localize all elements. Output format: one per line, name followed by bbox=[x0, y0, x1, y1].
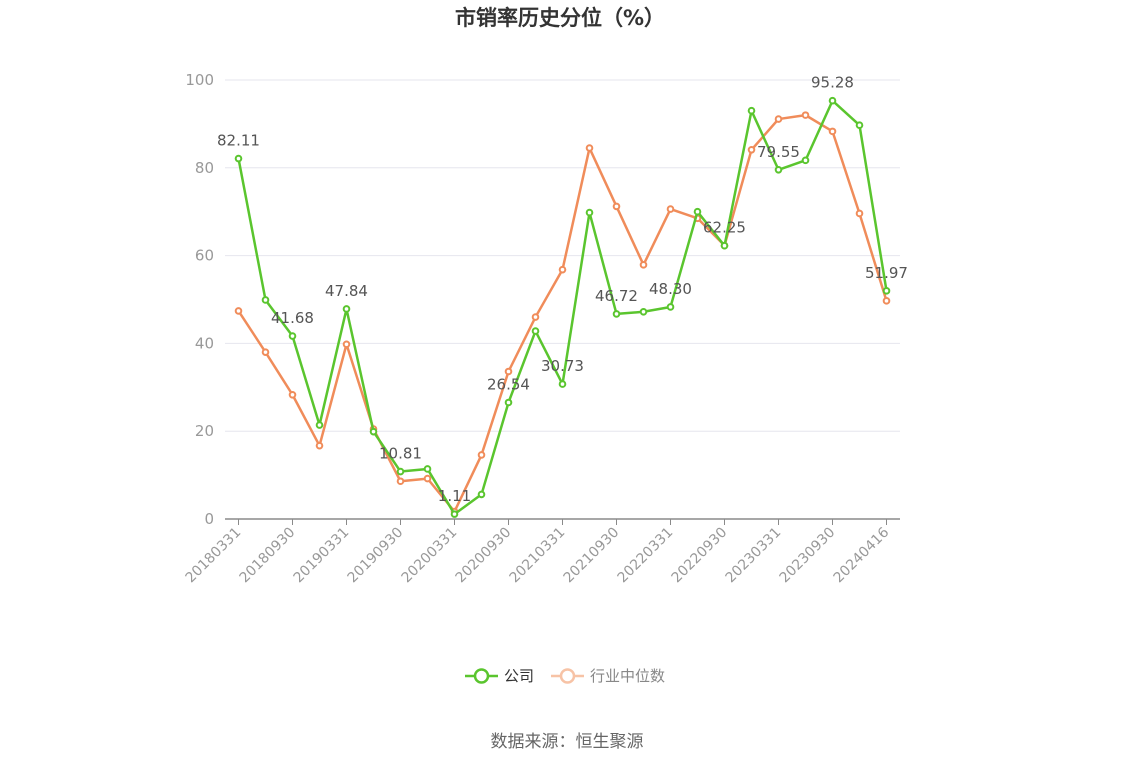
x-tick-label: 20180930 bbox=[237, 525, 299, 587]
y-tick-label: 20 bbox=[195, 422, 214, 440]
y-tick-label: 100 bbox=[185, 71, 214, 89]
y-tick-label: 80 bbox=[195, 159, 214, 177]
legend-label: 行业中位数 bbox=[590, 667, 665, 685]
data-label: 51.97 bbox=[865, 264, 908, 282]
data-point[interactable] bbox=[504, 367, 513, 376]
series-line bbox=[237, 99, 888, 516]
data-point[interactable] bbox=[531, 327, 540, 335]
x-tick-label: 20200930 bbox=[453, 525, 515, 587]
legend-marker bbox=[559, 668, 576, 684]
data-label: 82.11 bbox=[217, 132, 260, 150]
data-point[interactable] bbox=[477, 451, 486, 459]
x-tick-label: 20210331 bbox=[507, 525, 569, 587]
series-line bbox=[237, 113, 888, 513]
x-tick-label: 20220331 bbox=[615, 525, 677, 587]
data-label: 26.54 bbox=[487, 375, 530, 393]
data-point[interactable] bbox=[315, 421, 324, 429]
data-point[interactable] bbox=[774, 165, 783, 174]
data-label: 1.11 bbox=[438, 487, 471, 505]
data-point[interactable] bbox=[234, 154, 243, 163]
y-tick-label: 0 bbox=[204, 510, 214, 528]
data-label: 79.55 bbox=[757, 143, 800, 161]
data-point[interactable] bbox=[315, 441, 324, 450]
x-tick-label: 20200331 bbox=[399, 525, 461, 587]
data-point[interactable] bbox=[288, 332, 297, 340]
data-point[interactable] bbox=[261, 296, 270, 304]
data-point[interactable] bbox=[477, 490, 486, 499]
data-point[interactable] bbox=[612, 202, 621, 211]
data-point[interactable] bbox=[882, 297, 891, 305]
x-tick-label: 20240416 bbox=[831, 524, 893, 586]
legend-item-0[interactable]: 公司 bbox=[465, 667, 534, 685]
data-point[interactable] bbox=[558, 265, 567, 274]
data-point[interactable] bbox=[828, 127, 837, 136]
data-point[interactable] bbox=[396, 477, 405, 486]
data-point[interactable] bbox=[531, 313, 540, 321]
data-point[interactable] bbox=[234, 307, 243, 315]
data-point[interactable] bbox=[882, 287, 891, 295]
x-tick-label: 20190930 bbox=[345, 525, 407, 587]
data-point[interactable] bbox=[504, 398, 513, 407]
data-label: 47.84 bbox=[325, 282, 368, 300]
series-1 bbox=[234, 111, 891, 516]
data-point[interactable] bbox=[450, 510, 459, 518]
series-layer: 82.11 41.68 47.84 10.81 1.11 26.54 30.73 46.72 4… bbox=[217, 74, 908, 518]
data-point[interactable] bbox=[666, 303, 675, 311]
x-tick-label: 20230930 bbox=[777, 525, 839, 587]
data-point[interactable] bbox=[585, 208, 594, 217]
data-label: 10.81 bbox=[379, 445, 422, 463]
data-label: 41.68 bbox=[271, 309, 314, 327]
data-point[interactable] bbox=[774, 115, 783, 123]
data-source: 数据来源：恒生聚源 bbox=[491, 732, 644, 752]
legend-marker bbox=[473, 668, 490, 684]
data-point[interactable] bbox=[855, 121, 864, 130]
data-point[interactable] bbox=[639, 261, 648, 269]
data-point[interactable] bbox=[801, 156, 810, 165]
data-point[interactable] bbox=[342, 340, 351, 349]
data-point[interactable] bbox=[747, 146, 756, 154]
x-tick-label: 20230331 bbox=[723, 525, 785, 587]
data-point[interactable] bbox=[423, 474, 432, 483]
data-point[interactable] bbox=[801, 111, 810, 119]
data-label: 62.25 bbox=[703, 219, 746, 237]
data-point[interactable] bbox=[423, 465, 432, 473]
data-point[interactable] bbox=[342, 305, 351, 313]
data-point[interactable] bbox=[639, 307, 648, 316]
series-0: 82.11 41.68 47.84 10.81 1.11 26.54 30.73 46.72 4… bbox=[217, 74, 908, 518]
data-point[interactable] bbox=[261, 348, 270, 356]
x-tick-label: 20180331 bbox=[183, 525, 245, 587]
y-tick-label: 60 bbox=[195, 247, 214, 265]
data-point[interactable] bbox=[558, 380, 567, 388]
legend[interactable]: 公司 行业中位数 bbox=[465, 667, 665, 685]
x-tick-label: 20210930 bbox=[561, 525, 623, 587]
legend-item-1[interactable]: 行业中位数 bbox=[551, 667, 665, 685]
data-label: 30.73 bbox=[541, 357, 584, 375]
data-point[interactable] bbox=[288, 390, 297, 399]
data-point[interactable] bbox=[612, 310, 621, 318]
legend-label: 公司 bbox=[504, 667, 534, 685]
x-tick-label: 20220930 bbox=[669, 525, 731, 587]
data-point[interactable] bbox=[369, 427, 378, 436]
chart-title: 市销率历史分位（%） bbox=[455, 6, 665, 30]
data-point[interactable] bbox=[666, 205, 675, 213]
data-point[interactable] bbox=[855, 209, 864, 218]
data-point[interactable] bbox=[585, 144, 594, 152]
data-point[interactable] bbox=[747, 106, 756, 115]
x-tick-label: 20190331 bbox=[291, 525, 353, 587]
data-point[interactable] bbox=[396, 467, 405, 476]
data-label: 48.30 bbox=[649, 280, 692, 298]
data-label: 46.72 bbox=[595, 287, 638, 305]
data-point[interactable] bbox=[720, 241, 729, 250]
data-point[interactable] bbox=[693, 207, 702, 216]
data-label: 95.28 bbox=[811, 74, 854, 92]
data-point[interactable] bbox=[828, 96, 837, 105]
y-tick-label: 40 bbox=[195, 334, 214, 352]
